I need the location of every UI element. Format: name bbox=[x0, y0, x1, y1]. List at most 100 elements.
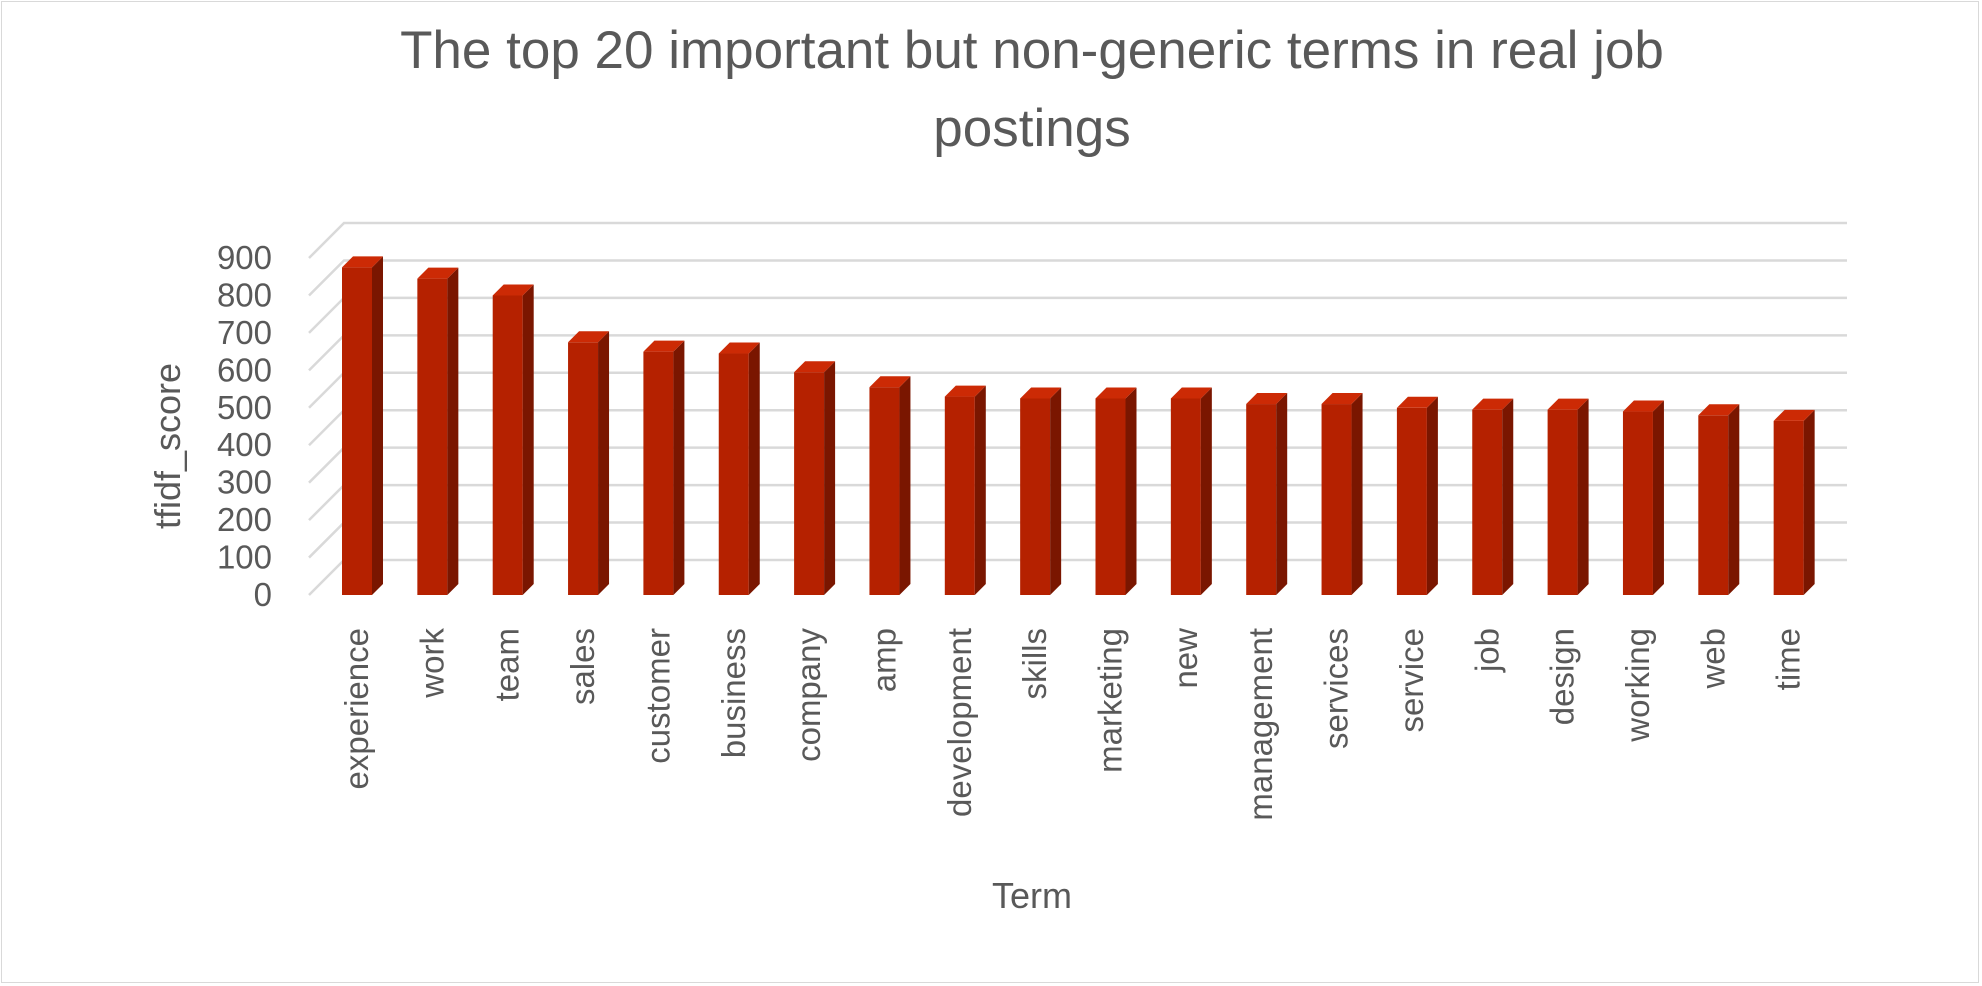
y-tick-label: 100 bbox=[217, 539, 272, 576]
bar-top bbox=[1472, 398, 1514, 410]
x-category-label: development bbox=[941, 628, 978, 817]
bar-top bbox=[1246, 393, 1288, 405]
bars bbox=[342, 256, 1815, 595]
bar-front bbox=[794, 372, 825, 595]
y-tick-label: 800 bbox=[217, 276, 272, 313]
bar-team bbox=[492, 284, 534, 595]
bar-top bbox=[869, 376, 911, 388]
bar-top bbox=[1020, 387, 1062, 399]
bar-top bbox=[944, 385, 986, 397]
bar-top bbox=[794, 361, 836, 373]
bar-front bbox=[1095, 398, 1126, 595]
bar-company bbox=[794, 361, 836, 595]
bar-customer bbox=[643, 340, 685, 595]
bar-job bbox=[1472, 398, 1514, 595]
gridline bbox=[308, 259, 1847, 297]
y-tick-label: 0 bbox=[254, 576, 272, 613]
bar-side bbox=[1200, 387, 1212, 595]
bar-side bbox=[1652, 400, 1664, 595]
bar-new bbox=[1170, 387, 1212, 595]
bar-side bbox=[522, 284, 534, 595]
x-category-label: customer bbox=[639, 628, 676, 764]
x-category-label: design bbox=[1544, 628, 1581, 725]
bar-top bbox=[1622, 400, 1664, 412]
bar-service bbox=[1396, 396, 1438, 595]
x-category-label: time bbox=[1770, 628, 1807, 690]
y-tick-label: 500 bbox=[217, 389, 272, 426]
bar-front bbox=[1321, 404, 1352, 595]
bar-side bbox=[824, 361, 836, 595]
bar-front bbox=[342, 267, 372, 595]
bar-management bbox=[1246, 393, 1288, 595]
bar-top bbox=[568, 331, 610, 343]
bar-front bbox=[1472, 409, 1503, 595]
bar-front bbox=[417, 278, 448, 595]
bar-front bbox=[1698, 415, 1729, 595]
x-category-label: work bbox=[413, 628, 450, 699]
y-tick-label: 700 bbox=[217, 314, 272, 351]
x-axis-label: Term bbox=[992, 875, 1072, 916]
bar-side bbox=[673, 340, 685, 595]
y-tick-label: 600 bbox=[217, 351, 272, 388]
y-tick-label: 900 bbox=[217, 239, 272, 276]
bar-front bbox=[568, 342, 599, 595]
x-category-label: service bbox=[1393, 628, 1430, 733]
bar-side bbox=[974, 385, 986, 595]
bar-top bbox=[643, 340, 685, 352]
bar-front bbox=[1020, 398, 1051, 595]
gridline bbox=[308, 334, 1847, 372]
bar-front bbox=[1396, 407, 1427, 595]
bar-top bbox=[1547, 398, 1589, 410]
y-axis-label: tfidf_score bbox=[147, 363, 188, 529]
bar-top bbox=[492, 284, 534, 296]
bar-front bbox=[869, 387, 900, 595]
x-category-label: company bbox=[790, 628, 827, 762]
x-category-label: business bbox=[715, 628, 752, 758]
x-category-label: marketing bbox=[1092, 628, 1129, 773]
bar-top bbox=[1698, 404, 1740, 416]
y-tick-label: 200 bbox=[217, 501, 272, 538]
bar-top bbox=[1170, 387, 1212, 399]
bar-amp bbox=[869, 376, 911, 595]
bar-time bbox=[1773, 409, 1815, 595]
bar-front bbox=[1170, 398, 1201, 595]
bar-top bbox=[1095, 387, 1137, 399]
bar-front bbox=[492, 295, 523, 595]
bar-top bbox=[1396, 396, 1438, 408]
bar-top bbox=[342, 256, 383, 268]
bar-experience bbox=[342, 256, 383, 595]
bar-web bbox=[1698, 404, 1740, 595]
bar-front bbox=[718, 353, 749, 595]
bar-top bbox=[417, 267, 459, 279]
x-category-label: amp bbox=[865, 628, 902, 692]
bar-front bbox=[643, 351, 674, 595]
bar-front bbox=[1622, 411, 1653, 595]
y-tick-label: 400 bbox=[217, 426, 272, 463]
x-category-label: job bbox=[1468, 628, 1505, 673]
x-category-label: new bbox=[1167, 628, 1204, 689]
bar-top bbox=[1321, 393, 1363, 405]
bar-side bbox=[1728, 404, 1740, 595]
x-category-label: management bbox=[1242, 628, 1279, 821]
x-category-label: experience bbox=[338, 628, 375, 789]
chart-title-line-1: The top 20 important but non-generic ter… bbox=[400, 21, 1664, 80]
bar-side bbox=[1050, 387, 1062, 595]
y-tick-label: 300 bbox=[217, 464, 272, 501]
x-category-label: team bbox=[489, 628, 526, 701]
gridline bbox=[308, 221, 1847, 259]
gridline bbox=[308, 408, 1847, 447]
bar-sales bbox=[568, 331, 610, 595]
bar-top bbox=[718, 342, 760, 354]
bar-top bbox=[1773, 409, 1815, 421]
chart-title-line-2: postings bbox=[933, 99, 1130, 158]
bar-side bbox=[1125, 387, 1137, 595]
chart-title: The top 20 important but non-generic ter… bbox=[400, 21, 1664, 158]
bar-skills bbox=[1020, 387, 1062, 595]
gridline bbox=[308, 558, 1847, 596]
bar-working bbox=[1622, 400, 1664, 595]
bar-work bbox=[417, 267, 459, 595]
bar-marketing bbox=[1095, 387, 1137, 595]
